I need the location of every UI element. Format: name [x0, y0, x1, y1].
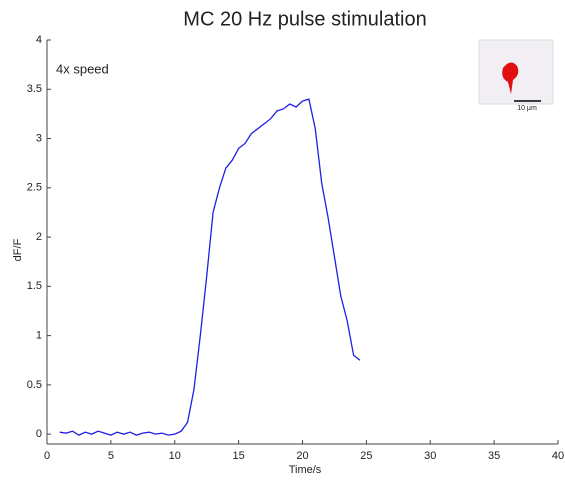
y-tick-label: 3: [36, 132, 42, 144]
scale-bar-label: 10 μm: [517, 105, 537, 112]
x-tick-label: 15: [233, 450, 245, 462]
y-tick-label: 1: [36, 330, 42, 342]
x-tick-label: 35: [488, 450, 500, 462]
y-tick-label: 0.5: [27, 379, 42, 391]
y-axis-label: dF/F: [12, 238, 24, 261]
y-tick-label: 2: [36, 231, 42, 243]
y-tick-label: 0: [36, 428, 42, 440]
x-tick-label: 40: [552, 450, 564, 462]
x-tick-label: 20: [296, 450, 308, 462]
data-line: [59, 98, 361, 436]
y-tick-label: 4: [36, 34, 42, 46]
y-tick-label: 1.5: [27, 280, 42, 292]
x-tick-label: 10: [169, 450, 181, 462]
y-tick-label: 3.5: [27, 83, 42, 95]
x-tick-label: 0: [44, 450, 50, 462]
x-tick-label: 5: [108, 450, 114, 462]
y-tick-label: 2.5: [27, 182, 42, 194]
annotation: 4x speed: [56, 61, 109, 76]
x-tick-label: 25: [360, 450, 372, 462]
inset-image: 10 μm: [478, 39, 554, 112]
x-axis-label: Time/s: [289, 464, 322, 476]
chart-title: MC 20 Hz pulse stimulation: [183, 8, 426, 30]
x-tick-label: 30: [424, 450, 436, 462]
